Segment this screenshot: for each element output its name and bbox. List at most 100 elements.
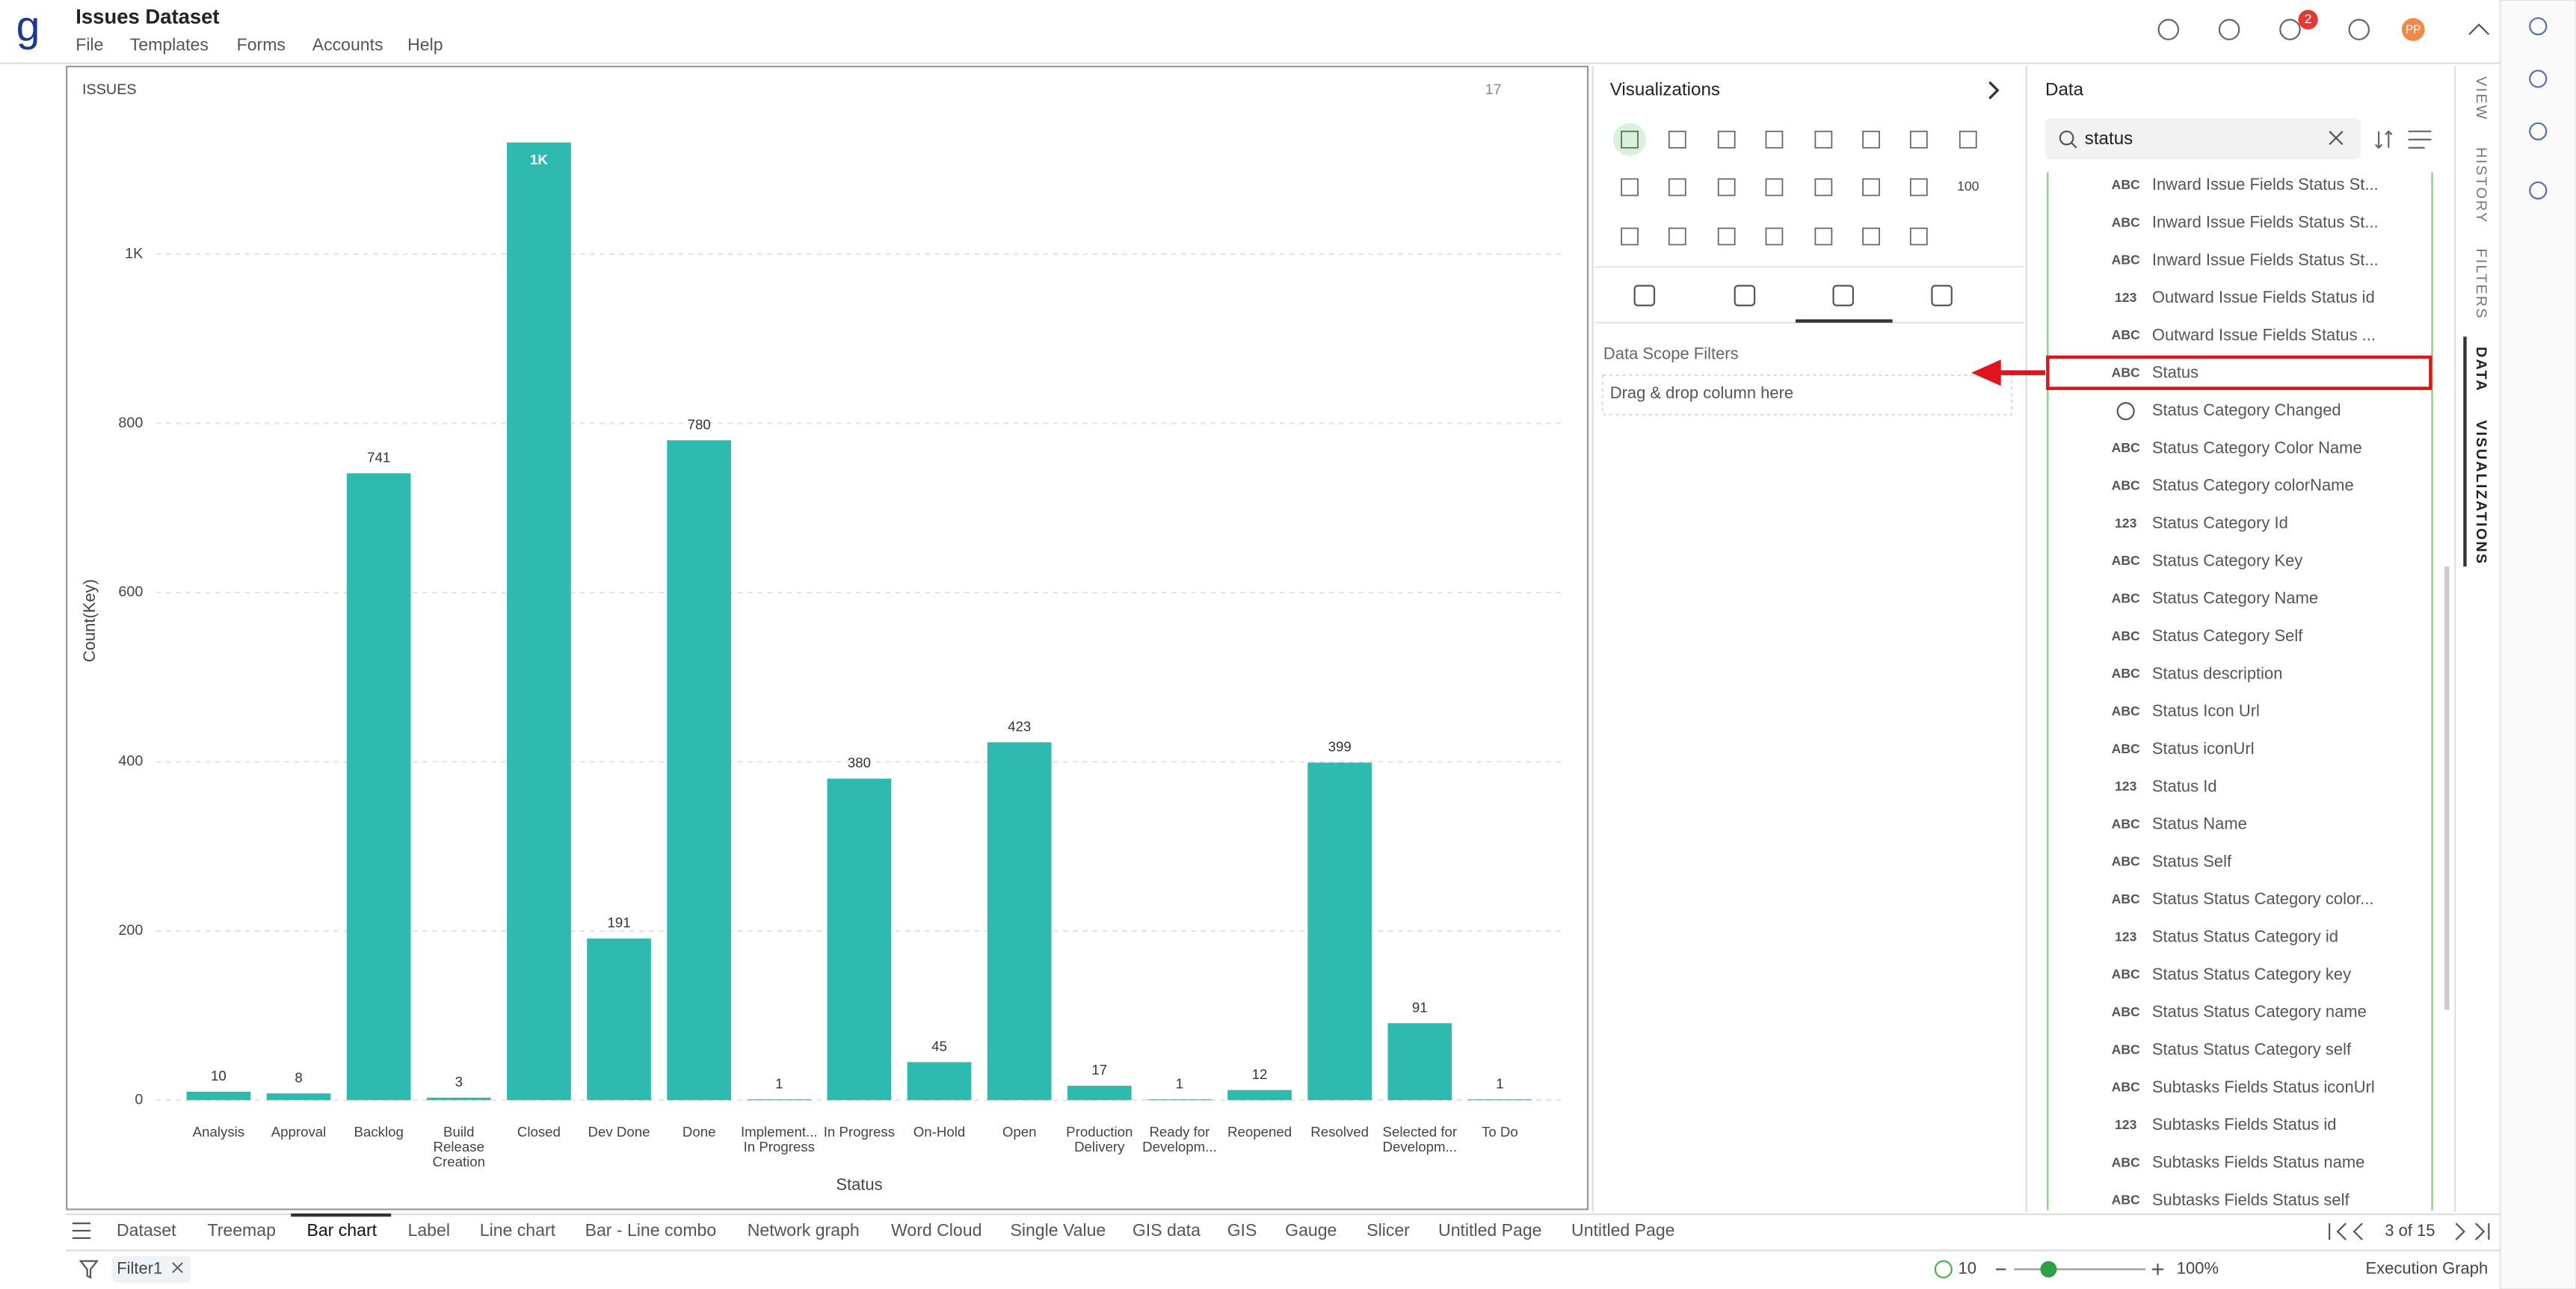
panel-tab-icon[interactable] <box>1633 285 1656 306</box>
menu-item[interactable]: Help <box>407 35 443 55</box>
field-name[interactable]: Subtasks Fields Status iconUrl <box>2152 1078 2375 1096</box>
field-name[interactable]: Subtasks Fields Status self <box>2152 1190 2350 1209</box>
page-tab[interactable]: Slicer <box>1366 1220 1410 1240</box>
field-name[interactable]: Status Status Category id <box>2152 927 2338 946</box>
page-tab[interactable]: Single Value <box>1010 1220 1106 1240</box>
field-name[interactable]: Status Icon Url <box>2152 702 2260 720</box>
viz-icon[interactable] <box>1621 178 1639 197</box>
field-name[interactable]: Status Name <box>2152 814 2247 833</box>
logo[interactable]: g <box>16 3 40 51</box>
viz-icon[interactable] <box>1765 227 1784 246</box>
collapse-chevron[interactable] <box>1988 81 2000 100</box>
filter-chip[interactable] <box>111 1256 191 1283</box>
viz-icon[interactable] <box>1668 130 1686 149</box>
field-name[interactable]: Outward Issue Fields Status id <box>2152 288 2375 306</box>
viz-icon-label[interactable]: 100 <box>1957 179 1979 194</box>
viz-icon[interactable] <box>1814 227 1833 246</box>
field-name[interactable]: Status Category Changed <box>2152 401 2341 419</box>
viz-icon[interactable] <box>1717 227 1736 246</box>
sort-icons[interactable] <box>2374 130 2432 149</box>
header-icon[interactable] <box>2279 19 2301 40</box>
execution-graph[interactable]: Execution Graph <box>2366 1258 2489 1277</box>
filter-chip-label[interactable]: Filter1 <box>117 1258 162 1277</box>
chip-close[interactable] <box>172 1262 183 1273</box>
page-tab[interactable]: Line chart <box>480 1220 556 1240</box>
page-tab[interactable]: Word Cloud <box>891 1220 982 1240</box>
field-name[interactable]: Inward Issue Fields Status St... <box>2152 175 2379 194</box>
search-box[interactable] <box>2045 118 2361 160</box>
page-tab[interactable]: Network graph <box>748 1220 860 1240</box>
page-tab[interactable]: Untitled Page <box>1571 1220 1674 1240</box>
viz-icon[interactable] <box>1862 178 1880 197</box>
page-tab[interactable]: Gauge <box>1285 1220 1337 1240</box>
page-tab[interactable]: Untitled Page <box>1438 1220 1541 1240</box>
menu-item[interactable]: File <box>76 35 103 55</box>
field-name[interactable]: Status Category Key <box>2152 551 2302 569</box>
viz-icon[interactable] <box>1717 130 1736 149</box>
field-name[interactable]: Subtasks Fields Status id <box>2152 1115 2337 1134</box>
panel-tab-icon[interactable] <box>1734 285 1756 306</box>
field-name[interactable]: Status Status Category color... <box>2152 889 2374 908</box>
viz-icon[interactable] <box>1621 227 1639 246</box>
viz-icon[interactable] <box>1959 130 1977 149</box>
viz-icon[interactable] <box>1909 227 1928 246</box>
rail-icon[interactable] <box>2529 69 2548 88</box>
rail-icon[interactable] <box>2529 181 2548 200</box>
zoom-buttons[interactable] <box>1996 1263 2164 1276</box>
side-tab[interactable]: DATA <box>2473 347 2489 392</box>
header-icon[interactable] <box>2218 19 2240 40</box>
rail-icon[interactable] <box>2529 122 2548 140</box>
field-name[interactable]: Status Category Color Name <box>2152 438 2362 457</box>
page-tab[interactable]: Label <box>408 1220 450 1240</box>
field-name[interactable]: Inward Issue Fields Status St... <box>2152 250 2379 269</box>
field-name[interactable]: Status description <box>2152 664 2283 682</box>
field-name[interactable]: Status Status Category key <box>2152 965 2351 983</box>
field-name[interactable]: Inward Issue Fields Status St... <box>2152 212 2379 231</box>
menu-item[interactable]: Accounts <box>312 35 383 55</box>
field-name[interactable]: Status Category Id <box>2152 513 2288 532</box>
field-name[interactable]: Subtasks Fields Status name <box>2152 1152 2365 1171</box>
field-name[interactable]: Status iconUrl <box>2152 739 2255 758</box>
side-tab[interactable]: VISUALIZATIONS <box>2473 420 2489 565</box>
avatar[interactable] <box>2401 18 2425 41</box>
collapse-icon[interactable] <box>2468 23 2490 35</box>
panel-tab-icon[interactable] <box>1832 285 1855 306</box>
viz-icon[interactable] <box>1765 130 1784 149</box>
viz-icon[interactable] <box>1862 227 1880 246</box>
search-text[interactable]: status <box>2085 129 2133 149</box>
field-name[interactable]: Status <box>2152 363 2198 382</box>
viz-icon[interactable] <box>1765 178 1784 197</box>
header-icon[interactable] <box>2157 19 2180 40</box>
page-tab[interactable]: Treemap <box>208 1220 276 1240</box>
field-name[interactable]: Status Id <box>2152 776 2217 795</box>
zoom-knob[interactable] <box>2040 1261 2057 1278</box>
panel-tab-icon[interactable] <box>1931 285 1953 306</box>
viz-icon[interactable] <box>1621 130 1639 149</box>
viz-icon[interactable] <box>1814 130 1833 149</box>
viz-icon[interactable] <box>1909 130 1928 149</box>
field-name[interactable]: Outward Issue Fields Status ... <box>2152 325 2376 344</box>
viz-icon[interactable] <box>1668 178 1686 197</box>
field-name[interactable]: Status Category Self <box>2152 626 2303 645</box>
field-name[interactable]: Status Self <box>2152 852 2232 871</box>
viz-icon[interactable] <box>1814 178 1833 197</box>
page-tab[interactable]: Bar - Line combo <box>585 1220 717 1240</box>
side-tab[interactable]: FILTERS <box>2473 249 2489 320</box>
page-tab[interactable]: Dataset <box>117 1220 176 1240</box>
header-icon[interactable] <box>2348 19 2370 40</box>
field-name[interactable]: Status Status Category name <box>2152 1002 2367 1021</box>
field-name[interactable]: Status Category colorName <box>2152 476 2354 495</box>
menu-item[interactable]: Templates <box>130 35 209 55</box>
side-tab[interactable]: HISTORY <box>2473 147 2489 224</box>
menu-item[interactable]: Forms <box>237 35 286 55</box>
viz-icon[interactable] <box>1862 130 1880 149</box>
rail-icon[interactable] <box>2529 17 2548 36</box>
page-tab[interactable]: GIS data <box>1133 1220 1201 1240</box>
menu-icon[interactable] <box>72 1222 91 1239</box>
viz-icon[interactable] <box>1668 227 1686 246</box>
side-tab[interactable]: VIEW <box>2473 76 2489 120</box>
page-tab[interactable]: Bar chart <box>306 1220 377 1240</box>
pagination-arrows[interactable] <box>2329 1222 2490 1240</box>
field-name[interactable]: Status Status Category self <box>2152 1040 2352 1059</box>
viz-icon[interactable] <box>1717 178 1736 197</box>
